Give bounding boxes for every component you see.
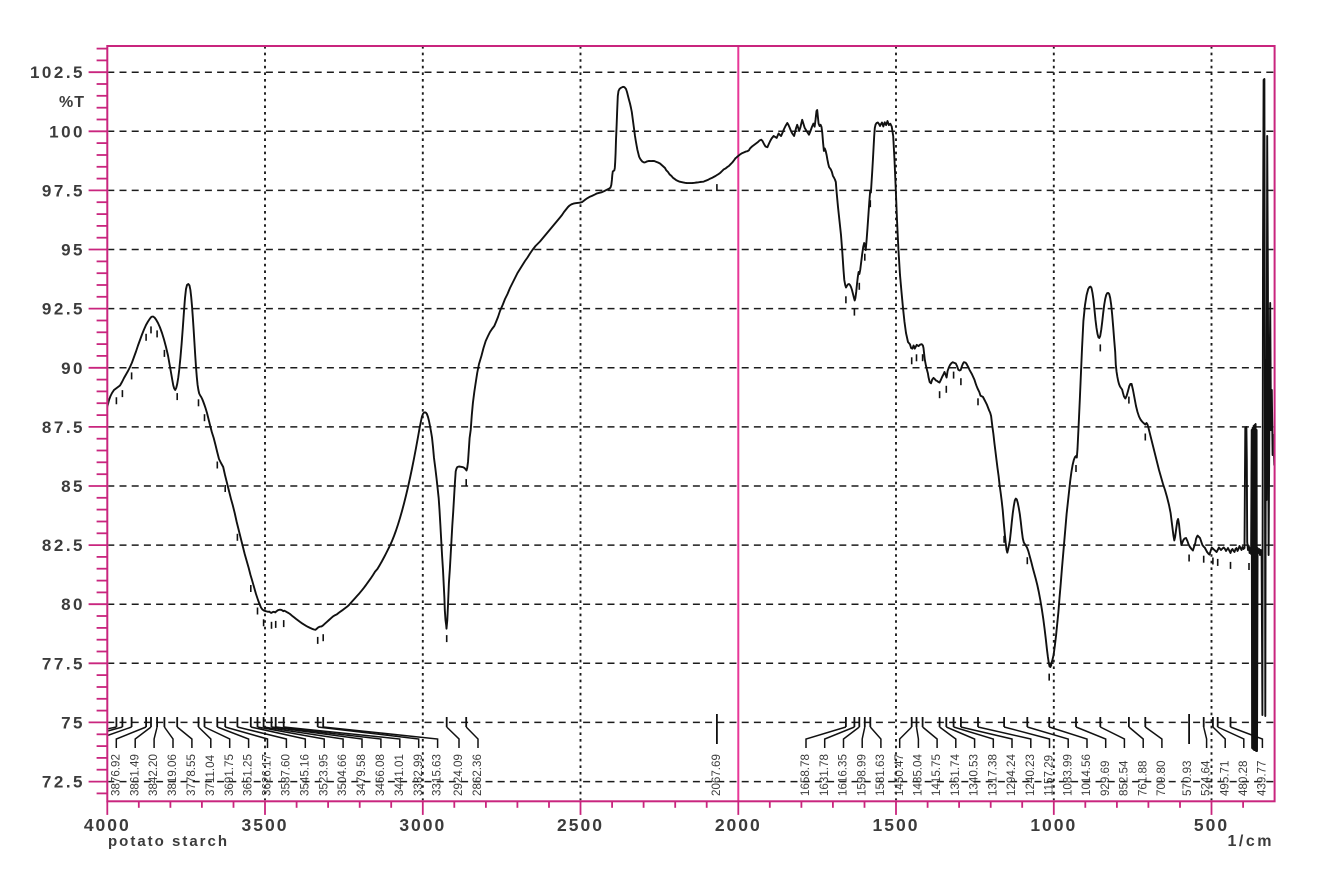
- svg-text:90: 90: [61, 359, 85, 378]
- svg-text:%T: %T: [59, 94, 85, 111]
- svg-text:761.88: 761.88: [1136, 761, 1149, 796]
- svg-text:2924.09: 2924.09: [452, 754, 465, 796]
- svg-text:3876.92: 3876.92: [109, 754, 122, 796]
- svg-text:439.77: 439.77: [1255, 761, 1268, 796]
- svg-text:100: 100: [49, 122, 85, 141]
- svg-text:92.5: 92.5: [42, 300, 85, 319]
- svg-text:1631.78: 1631.78: [818, 754, 831, 796]
- svg-text:80: 80: [61, 595, 85, 614]
- svg-text:82.5: 82.5: [42, 536, 85, 555]
- svg-text:2067.69: 2067.69: [710, 754, 723, 796]
- svg-text:1435.04: 1435.04: [911, 754, 924, 796]
- svg-text:3691.75: 3691.75: [223, 754, 236, 796]
- svg-text:potato starch: potato starch: [108, 833, 229, 850]
- svg-text:1014.56: 1014.56: [1080, 754, 1093, 796]
- svg-text:1294.24: 1294.24: [1005, 754, 1018, 796]
- svg-text:1240.23: 1240.23: [1024, 754, 1037, 796]
- svg-text:3504.66: 3504.66: [336, 754, 349, 796]
- svg-text:1598.99: 1598.99: [855, 754, 868, 796]
- svg-text:2500: 2500: [557, 815, 604, 835]
- svg-text:75: 75: [61, 713, 85, 732]
- svg-text:929.69: 929.69: [1099, 761, 1112, 796]
- svg-text:1157.29: 1157.29: [1043, 755, 1056, 796]
- svg-text:1658.78: 1658.78: [799, 754, 812, 796]
- svg-text:77.5: 77.5: [42, 654, 85, 673]
- svg-text:3651.25: 3651.25: [242, 754, 255, 796]
- svg-text:570.93: 570.93: [1181, 761, 1194, 796]
- svg-text:1000: 1000: [1030, 815, 1077, 835]
- svg-text:3332.99: 3332.99: [412, 754, 425, 796]
- svg-text:1415.75: 1415.75: [930, 754, 943, 796]
- svg-text:3479.58: 3479.58: [355, 754, 368, 796]
- svg-text:3842.20: 3842.20: [147, 754, 160, 796]
- svg-text:1/cm: 1/cm: [1228, 833, 1274, 850]
- svg-text:72.5: 72.5: [42, 773, 85, 792]
- svg-text:2000: 2000: [715, 815, 762, 835]
- svg-text:3523.95: 3523.95: [317, 754, 330, 796]
- svg-text:2862.36: 2862.36: [471, 754, 484, 796]
- svg-text:3545.16: 3545.16: [298, 754, 311, 796]
- svg-text:3315.63: 3315.63: [431, 754, 444, 796]
- svg-text:87.5: 87.5: [42, 418, 85, 437]
- svg-text:480.28: 480.28: [1237, 761, 1250, 796]
- svg-text:3819.06: 3819.06: [166, 754, 179, 796]
- svg-text:3711.04: 3711.04: [204, 754, 217, 796]
- svg-text:852.54: 852.54: [1117, 760, 1130, 796]
- svg-text:709.80: 709.80: [1155, 761, 1168, 796]
- svg-text:524.64: 524.64: [1200, 760, 1213, 796]
- svg-text:102.5: 102.5: [30, 63, 85, 82]
- svg-text:495.71: 495.71: [1218, 761, 1231, 796]
- svg-text:1340.53: 1340.53: [968, 754, 981, 796]
- svg-text:3861.49: 3861.49: [128, 754, 141, 796]
- svg-text:85: 85: [61, 477, 85, 496]
- svg-text:1616.35: 1616.35: [837, 754, 850, 796]
- svg-text:3500: 3500: [242, 815, 289, 835]
- svg-text:1581.63: 1581.63: [874, 754, 887, 796]
- svg-text:3778.55: 3778.55: [185, 754, 198, 796]
- svg-text:97.5: 97.5: [42, 181, 85, 200]
- svg-text:3626.17: 3626.17: [261, 754, 274, 796]
- svg-text:3466.08: 3466.08: [374, 754, 387, 796]
- svg-text:500: 500: [1194, 815, 1229, 835]
- svg-text:3441.01: 3441.01: [393, 754, 406, 796]
- svg-text:1450.47: 1450.47: [893, 754, 906, 796]
- svg-text:4000: 4000: [84, 815, 131, 835]
- svg-text:1361.74: 1361.74: [949, 754, 962, 796]
- svg-text:1317.38: 1317.38: [986, 754, 999, 796]
- svg-text:1500: 1500: [873, 815, 920, 835]
- svg-text:95: 95: [61, 241, 85, 260]
- svg-text:3587.60: 3587.60: [279, 754, 292, 796]
- svg-text:1083.99: 1083.99: [1061, 754, 1074, 796]
- svg-text:3000: 3000: [399, 815, 446, 835]
